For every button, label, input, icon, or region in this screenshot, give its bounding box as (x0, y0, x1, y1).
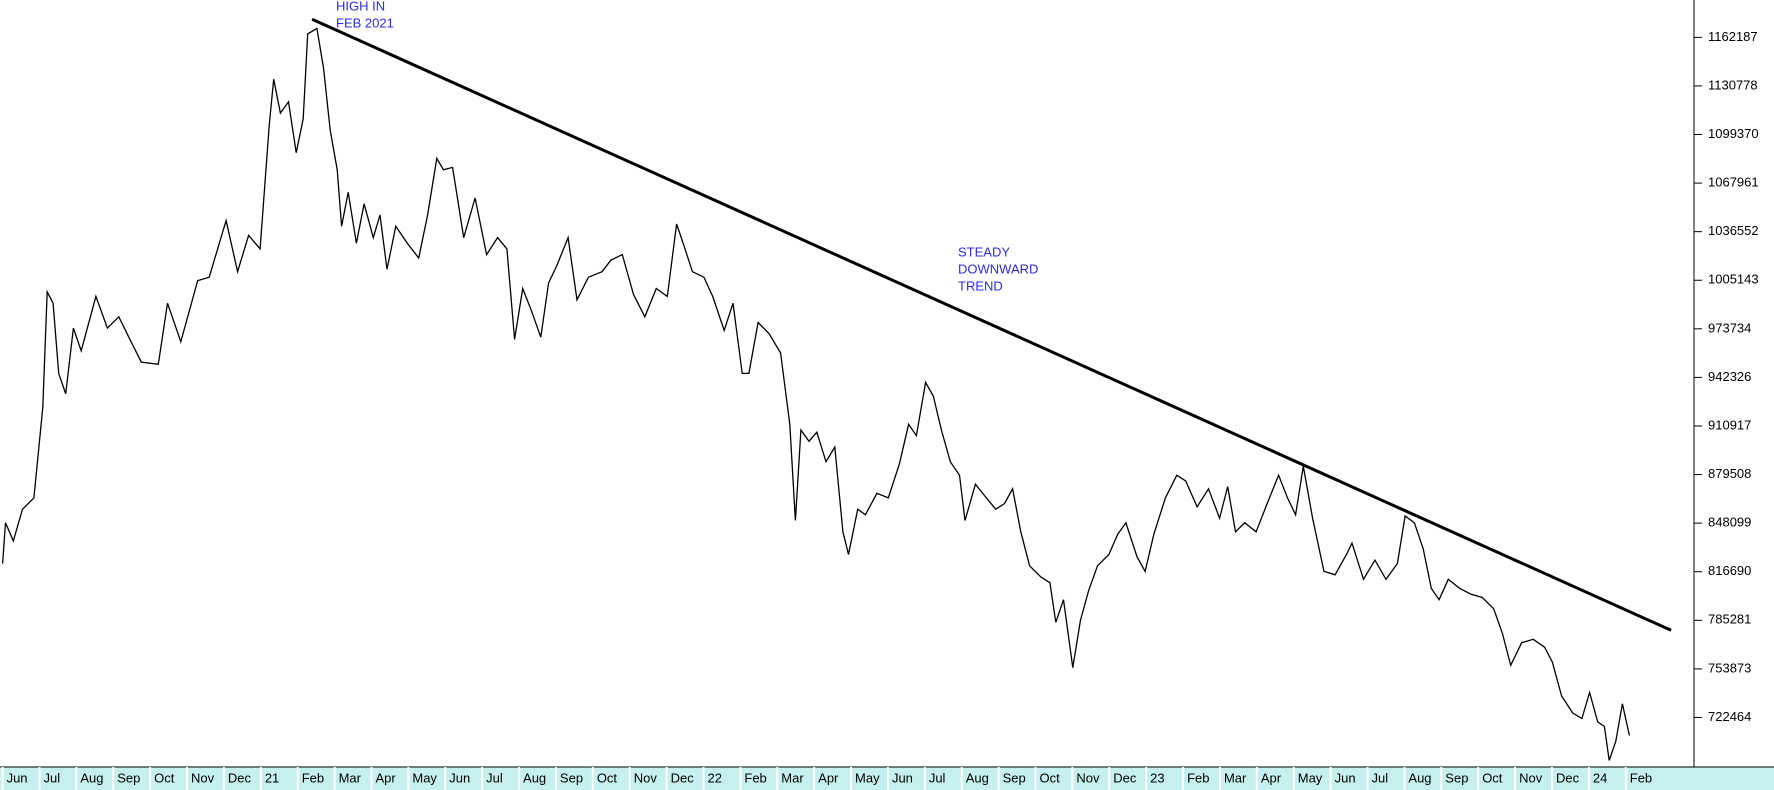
x-tick-label: Nov (634, 770, 658, 785)
y-tick-label: 785281 (1708, 612, 1751, 627)
y-tick-label: 942326 (1708, 369, 1751, 384)
x-tick-label: Dec (1556, 770, 1580, 785)
y-tick-label: 910917 (1708, 417, 1751, 432)
x-tick-label: Aug (966, 770, 989, 785)
y-tick-label: 1162187 (1708, 29, 1758, 44)
x-tick-label: Mar (1224, 770, 1247, 785)
x-tick-label: Apr (818, 770, 839, 785)
annotation: HIGH IN (336, 0, 385, 13)
x-tick-label: Oct (597, 770, 618, 785)
x-tick-label: Jul (486, 770, 503, 785)
y-tick-label: 753873 (1708, 660, 1751, 675)
y-tick-label: 1005143 (1708, 272, 1759, 287)
x-tick-label: Nov (191, 770, 215, 785)
x-tick-label: Nov (1076, 770, 1100, 785)
annotation: STEADY (958, 244, 1010, 259)
x-tick-label: Oct (1482, 770, 1503, 785)
x-tick-label: Nov (1519, 770, 1543, 785)
x-tick-label: Dec (228, 770, 252, 785)
x-tick-label: Feb (1630, 770, 1652, 785)
x-tick-label: May (855, 770, 880, 785)
y-tick-label: 973734 (1708, 320, 1751, 335)
x-tick-label: Dec (671, 770, 695, 785)
x-tick-label: Jun (449, 770, 470, 785)
x-tick-label: 24 (1593, 770, 1607, 785)
y-tick-label: 816690 (1708, 563, 1751, 578)
x-tick-label: Aug (1408, 770, 1431, 785)
trend-line (311, 17, 1672, 632)
x-tick-label: Aug (523, 770, 546, 785)
x-tick-label: Oct (1040, 770, 1061, 785)
x-tick-label: Jul (1372, 770, 1389, 785)
x-tick-label: Jun (7, 770, 28, 785)
x-tick-label: Dec (1113, 770, 1137, 785)
annotation: FEB 2021 (336, 15, 394, 30)
y-tick-label: 722464 (1708, 709, 1751, 724)
x-tick-label: 22 (707, 770, 721, 785)
x-tick-label: Sep (560, 770, 583, 785)
annotation: DOWNWARD (958, 261, 1038, 276)
x-tick-label: Jul (929, 770, 946, 785)
x-tick-label: Mar (339, 770, 362, 785)
x-tick-label: Jul (43, 770, 60, 785)
x-tick-label: Feb (302, 770, 324, 785)
y-tick-label: 1099370 (1708, 126, 1759, 141)
x-tick-label: Sep (1003, 770, 1026, 785)
y-tick-label: 1130778 (1708, 77, 1758, 92)
x-tick-label: Jun (1335, 770, 1356, 785)
price-line (1, 27, 1631, 761)
y-tick-label: 848099 (1708, 515, 1751, 530)
x-tick-label: 21 (265, 770, 279, 785)
y-tick-label: 879508 (1708, 466, 1751, 481)
x-tick-label: Sep (117, 770, 140, 785)
x-tick-label: Oct (154, 770, 175, 785)
x-tick-label: Feb (1187, 770, 1209, 785)
x-tick-label: May (1298, 770, 1323, 785)
x-tick-label: Jun (892, 770, 913, 785)
y-tick-label: 1067961 (1708, 175, 1759, 190)
x-tick-label: Aug (80, 770, 103, 785)
x-tick-label: Feb (744, 770, 766, 785)
x-tick-label: Mar (781, 770, 804, 785)
x-tick-label: May (412, 770, 437, 785)
x-tick-label: Apr (375, 770, 396, 785)
x-tick-label: Apr (1261, 770, 1282, 785)
annotation: TREND (958, 278, 1003, 293)
x-tick-label: 23 (1150, 770, 1164, 785)
x-tick-label: Sep (1445, 770, 1468, 785)
y-tick-label: 1036552 (1708, 223, 1759, 238)
